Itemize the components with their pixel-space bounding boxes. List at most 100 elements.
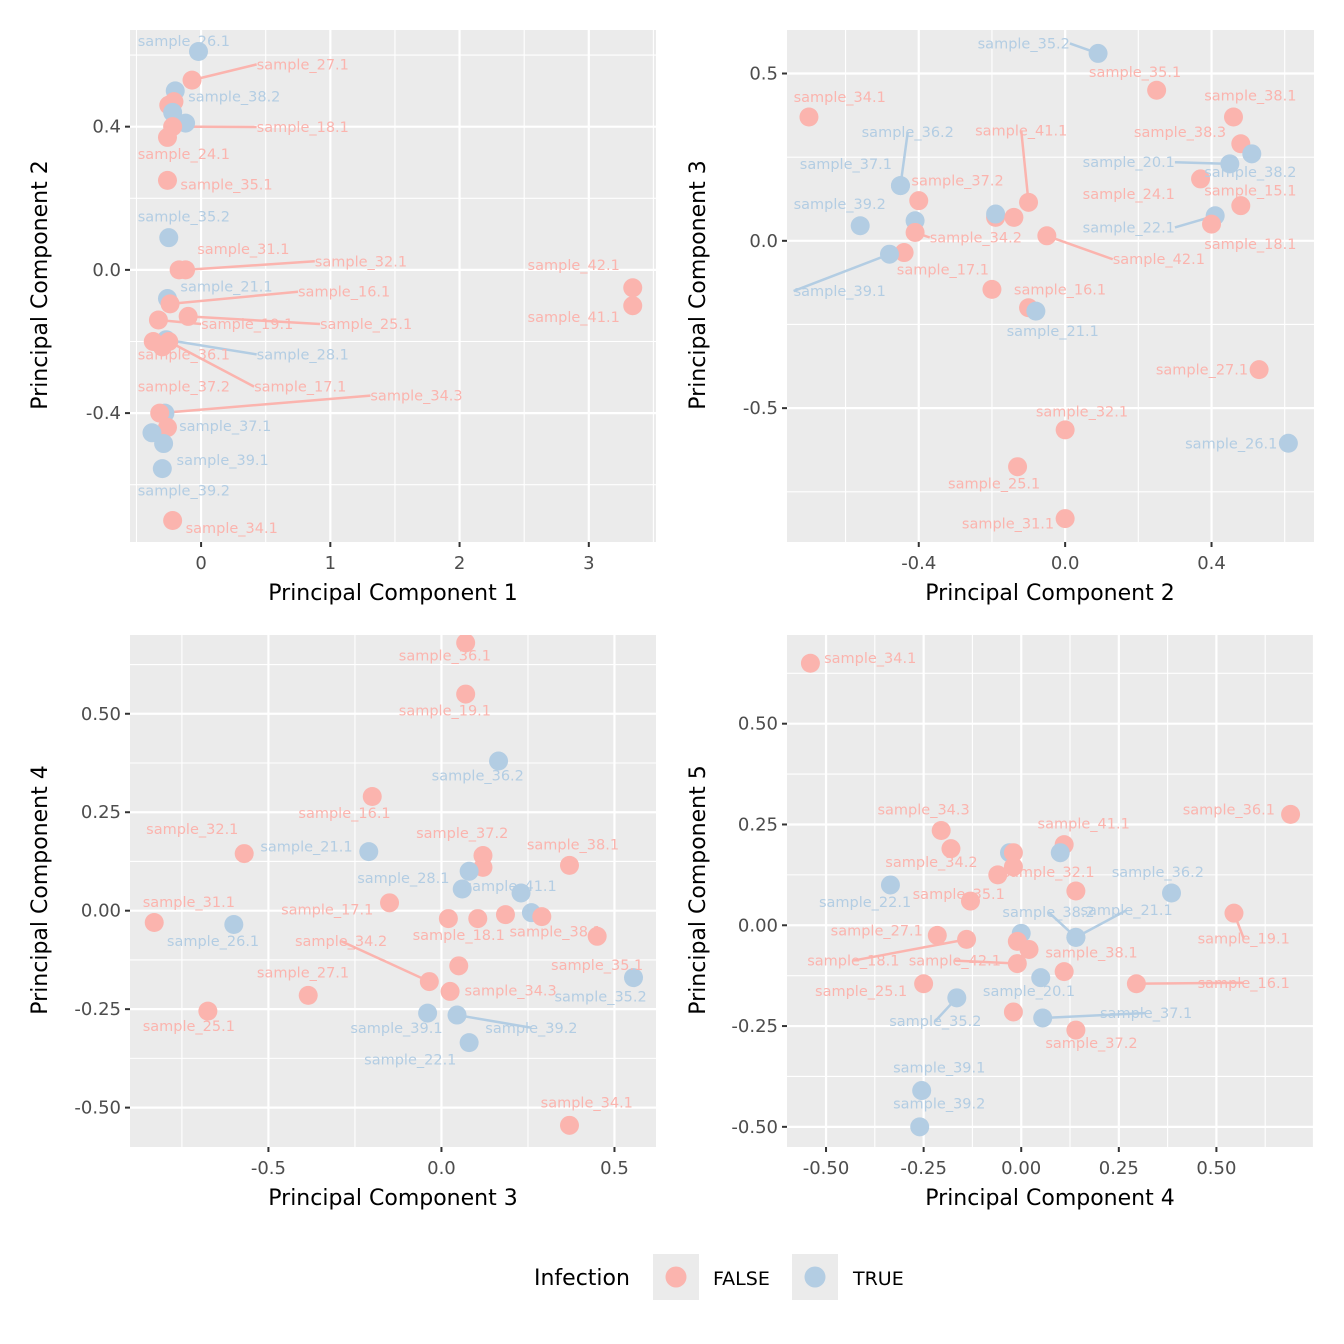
point-label: sample_19.1 [201,317,293,333]
panel-2: -0.4 0.0 0.4 -0.5 0.0 0.5 Principal Component … [686,30,1314,606]
data-point [447,1005,467,1025]
x-tick-label: -0.50 [803,1158,850,1179]
point-label: sample_26.1 [138,34,230,50]
data-point [1249,360,1269,380]
data-point [359,842,379,862]
data-point [880,875,900,895]
data-point [1003,857,1023,877]
point-label: sample_19.1 [1198,931,1290,947]
label-leader-line [168,340,255,388]
point-label: sample_38.2 [1002,905,1094,921]
label-leader-line [1046,234,1114,261]
x-tick-label: 0.0 [1051,553,1080,574]
point-label: sample_39.1 [177,453,269,469]
point-label: sample_22.1 [364,1052,456,1068]
point-label: sample_34.2 [930,230,1022,246]
point-label: sample_41.1 [465,879,557,895]
data-point [559,855,579,875]
point-label: sample_37.2 [1045,1036,1137,1052]
x-tick-label: -0.5 [251,1158,286,1179]
x-tick-label: -0.25 [900,1158,947,1179]
point-label: sample_16.1 [1014,282,1106,298]
data-point [1019,192,1039,212]
data-point [890,176,910,196]
point-label: sample_37.1 [1100,1006,1192,1022]
legend-title: Infection [534,1266,630,1291]
data-point [799,107,819,127]
data-point [986,204,1006,224]
point-label: sample_28.1 [357,871,449,887]
data-point [532,907,552,927]
data-layer: sample_35.2 sample_35.1 sample_34.1 sample_… [793,36,1298,533]
point-label: sample_38.3 [1134,125,1226,141]
label-leader-line [340,940,430,983]
point-label: sample_34.1 [794,90,886,106]
data-point [982,279,1002,299]
point-label: sample_17.1 [254,380,346,396]
x-tick-label: -0.4 [901,553,936,574]
label-leader-line [853,938,967,962]
point-label: sample_39.1 [794,284,886,300]
point-label: sample_39.2 [794,197,886,213]
point-label: sample_36.2 [862,125,954,141]
data-layer: sample_34.1 sample_36.1 sample_34.3 sample_… [800,651,1301,1137]
data-point [1054,962,1074,982]
data-point [1004,207,1024,227]
data-point [1003,1002,1023,1022]
point-label: sample_18.1 [413,928,505,944]
point-label: sample_27.1 [257,966,349,982]
point-label: sample_34.3 [877,802,969,818]
point-label: sample_19.1 [399,704,491,720]
x-tick-label: 0.5 [600,1158,629,1179]
point-label: sample_35.1 [1089,65,1181,81]
x-axis-title: Principal Component 2 [925,581,1174,606]
point-label: sample_35.2 [138,210,230,226]
data-point [440,981,460,1001]
data-point [957,929,977,949]
data-point [1191,169,1211,189]
point-label: sample_36.1 [1183,802,1275,818]
point-label: sample_17.1 [281,903,373,919]
label-leader-line [191,63,257,82]
point-label: sample_31.1 [143,895,235,911]
data-point [623,296,643,316]
point-label: sample_38.1 [527,838,619,854]
point-label: sample_27.1 [1156,363,1248,379]
point-label: sample_26.1 [167,934,259,950]
data-point [1126,974,1146,994]
point-label: sample_34.1 [186,521,278,537]
data-point [587,926,607,946]
label-leader-line [1136,981,1244,985]
y-tick-label: 0.00 [81,901,121,922]
data-point [1220,154,1240,174]
data-point [879,244,899,264]
point-label: sample_18.1 [1204,237,1296,253]
y-tick-label: 0.25 [81,802,121,823]
point-label: sample_24.1 [1083,187,1175,203]
panel-4: -0.50 -0.25 0.00 0.25 0.50 -0.50 -0.25 0.00 0.25… [686,635,1316,1211]
data-point [623,278,643,298]
data-point [1231,196,1251,216]
data-point [1223,107,1243,127]
label-leader-line [159,394,371,415]
point-label: sample_35.1 [180,177,272,193]
data-point [1278,433,1298,453]
point-label: sample_39.1 [350,1021,442,1037]
data-point [178,306,198,326]
y-tick-label: -0.50 [731,1117,778,1138]
data-point [1031,968,1051,988]
legend-label-false: FALSE [713,1268,770,1290]
x-tick-label: 0.00 [1001,1158,1041,1179]
data-point [459,1033,479,1053]
point-label: sample_39.2 [893,1097,985,1113]
point-label: sample_34.3 [370,389,462,405]
data-point [914,974,934,994]
data-point [910,1117,930,1137]
point-label: sample_41.1 [528,310,620,326]
data-point [947,988,967,1008]
point-label: sample_38.2 [188,90,280,106]
x-tick-label: 0.0 [427,1158,456,1179]
data-point [1003,843,1023,863]
data-point [438,909,458,929]
x-tick-label: 0.25 [1099,1158,1139,1179]
